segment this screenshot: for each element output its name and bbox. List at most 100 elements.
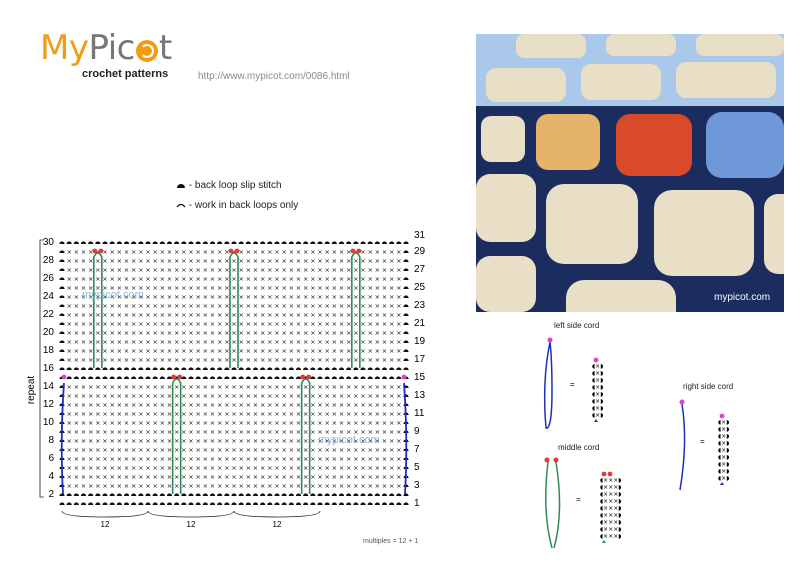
slip-stitch-mark xyxy=(159,241,165,244)
slip-stitch-mark xyxy=(238,376,244,379)
sc-stitch-mark: × xyxy=(152,302,157,310)
sc-stitch-mark: × xyxy=(346,356,351,364)
sc-stitch-mark: × xyxy=(117,284,122,292)
sc-stitch-mark: × xyxy=(88,320,93,328)
sc-stitch-mark: × xyxy=(296,302,301,310)
sc-stitch-mark: × xyxy=(289,446,294,454)
slip-stitch-mark xyxy=(123,241,130,244)
slip-stitch-mark xyxy=(59,295,65,298)
sc-stitch-mark: × xyxy=(117,419,122,427)
sc-stitch-mark: × xyxy=(246,293,251,301)
sc-stitch-mark: × xyxy=(203,293,208,301)
sc-stitch-mark: × xyxy=(95,275,100,283)
sc-stitch-mark: × xyxy=(231,419,236,427)
sc-stitch-mark: × xyxy=(231,464,236,472)
slip-stitch-mark xyxy=(367,241,373,244)
sc-stitch-mark: × xyxy=(360,482,365,490)
sc-stitch-mark: × xyxy=(317,446,322,454)
sc-stitch-mark: × xyxy=(109,320,114,328)
sc-stitch-mark: × xyxy=(74,302,79,310)
sc-stitch-mark: × xyxy=(81,419,86,427)
sc-stitch-mark: × xyxy=(174,437,179,445)
slip-stitch-mark xyxy=(274,241,280,244)
sc-stitch-mark: × xyxy=(66,347,71,355)
sc-stitch-mark: × xyxy=(396,401,401,409)
sc-stitch-mark: × xyxy=(253,410,258,418)
sc-stitch-mark: × xyxy=(167,392,172,400)
sc-stitch-mark: × xyxy=(181,455,186,463)
sc-stitch-mark: × xyxy=(138,347,143,355)
slip-stitch-mark xyxy=(281,241,287,244)
sc-stitch-mark: × xyxy=(145,392,150,400)
multiples-note: multiples = 12 + 1 xyxy=(363,538,419,545)
sc-stitch-mark: × xyxy=(160,320,165,328)
slip-stitch-mark xyxy=(59,349,65,352)
sc-stitch-mark: × xyxy=(396,392,401,400)
sc-stitch-mark: × xyxy=(396,293,401,301)
sc-stitch-mark: × xyxy=(246,257,251,265)
slip-stitch-mark xyxy=(188,493,194,496)
sc-stitch-mark: × xyxy=(274,401,279,409)
sc-stitch-mark: × xyxy=(160,428,165,436)
sc-stitch-mark: × xyxy=(253,428,258,436)
slip-stitch-mark xyxy=(217,493,223,496)
sc-stitch-mark: × xyxy=(124,257,129,265)
sc-stitch-mark: × xyxy=(303,329,308,337)
sc-stitch-mark: × xyxy=(160,410,165,418)
slip-stitch-mark xyxy=(267,493,273,496)
sc-stitch-mark: × xyxy=(303,293,308,301)
slip-stitch-mark xyxy=(346,502,352,505)
sc-stitch-mark: × xyxy=(324,455,329,463)
row-number-left: 16 xyxy=(43,363,55,374)
sc-stitch-mark: × xyxy=(102,473,107,481)
left-side-cord xyxy=(60,382,65,495)
sc-stitch-mark: × xyxy=(317,320,322,328)
sc-stitch-mark: × xyxy=(145,482,150,490)
sc-stitch-mark: × xyxy=(131,284,136,292)
sc-stitch-mark: × xyxy=(117,338,122,346)
row-number-left: 4 xyxy=(48,471,54,482)
slip-stitch-mark xyxy=(310,502,316,505)
sc-stitch-mark: × xyxy=(375,410,380,418)
slip-stitch-mark xyxy=(202,502,208,505)
slip-stitch-mark xyxy=(389,502,395,505)
sc-stitch-mark: × xyxy=(274,248,279,256)
sc-stitch-mark: × xyxy=(224,329,229,337)
sc-stitch-mark: × xyxy=(339,401,344,409)
pattern-url[interactable]: http://www.mypicot.com/0086.html xyxy=(198,71,350,82)
sc-stitch-mark: × xyxy=(274,464,279,472)
slip-stitch-mark xyxy=(202,367,208,370)
slip-stitch-mark xyxy=(109,241,115,244)
sc-stitch-mark: × xyxy=(210,473,215,481)
sc-stitch-mark: × xyxy=(66,437,71,445)
sc-stitch-mark: × xyxy=(167,482,172,490)
slip-stitch-mark xyxy=(403,367,409,370)
slip-stitch-mark xyxy=(396,241,402,244)
sc-stitch-mark: × xyxy=(102,383,107,391)
sc-stitch-mark: × xyxy=(281,419,286,427)
sc-stitch-mark: × xyxy=(167,329,172,337)
cord-stack-stitch: ◖×××◗ xyxy=(600,505,621,512)
sc-stitch-mark: × xyxy=(88,401,93,409)
sc-stitch-mark: × xyxy=(367,419,372,427)
cord-stack-top xyxy=(607,471,613,477)
sc-stitch-mark: × xyxy=(188,428,193,436)
sc-stitch-mark: × xyxy=(253,293,258,301)
sc-stitch-mark: × xyxy=(389,284,394,292)
sc-stitch-mark: × xyxy=(188,266,193,274)
sc-stitch-mark: × xyxy=(324,329,329,337)
sc-stitch-mark: × xyxy=(74,266,79,274)
sc-stitch-mark: × xyxy=(382,284,387,292)
sc-stitch-mark: × xyxy=(102,392,107,400)
sc-stitch-mark: × xyxy=(367,275,372,283)
sc-stitch-mark: × xyxy=(188,383,193,391)
cord-loop xyxy=(93,252,103,368)
slip-stitch-mark xyxy=(59,268,65,271)
sc-stitch-mark: × xyxy=(95,338,100,346)
sc-stitch-mark: × xyxy=(181,275,186,283)
sc-stitch-mark: × xyxy=(174,392,179,400)
sc-stitch-mark: × xyxy=(281,302,286,310)
sc-stitch-mark: × xyxy=(181,311,186,319)
legend-item-slip-stitch: - back loop slip stitch xyxy=(176,180,282,191)
sc-stitch-mark: × xyxy=(88,410,93,418)
